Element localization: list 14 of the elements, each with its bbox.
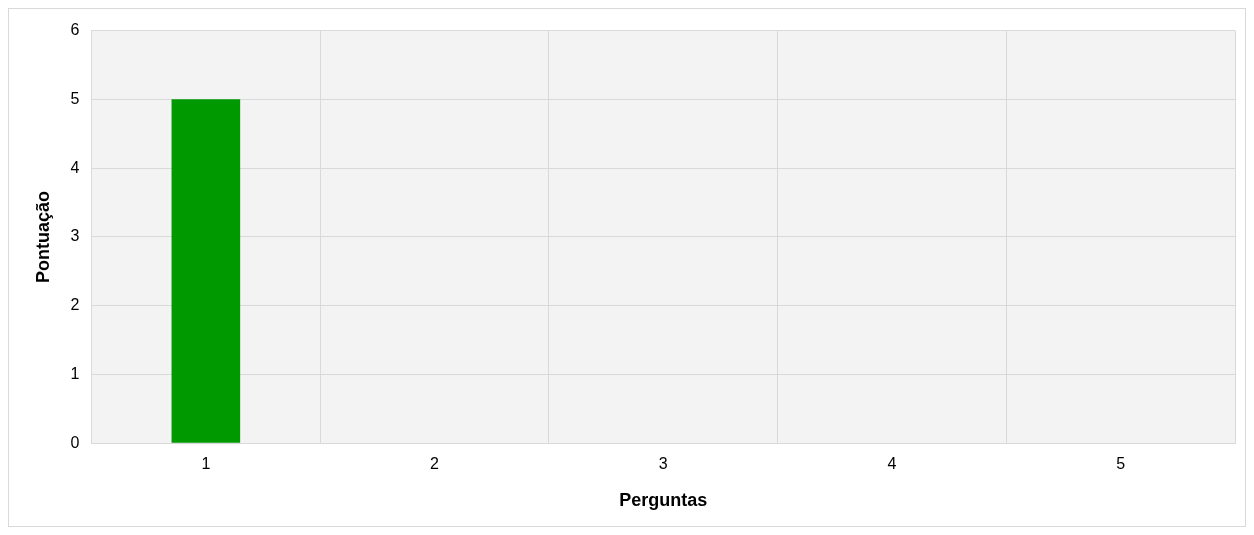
x-axis-title: Perguntas [619,490,708,511]
y-tick-label: 1 [70,364,80,382]
x-tick-label: 1 [201,455,211,473]
x-tick-label: 3 [658,455,668,473]
y-tick-label: 6 [70,21,80,39]
x-tick-label: 2 [430,455,440,473]
y-tick-label: 2 [70,296,80,314]
y-tick-label: 0 [70,433,80,451]
x-tick-label: 4 [887,455,897,473]
y-tick-label: 4 [70,158,80,176]
y-tick-label: 3 [70,227,80,245]
x-tick-label: 5 [1116,455,1126,473]
y-axis-title: Pontuação [32,190,53,283]
y-tick-label: 5 [70,89,80,107]
